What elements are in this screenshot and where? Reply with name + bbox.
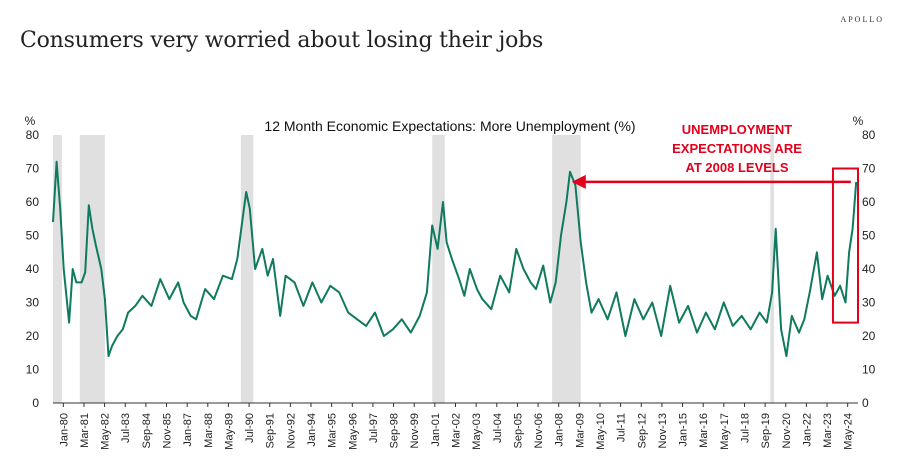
y-tick-left-40: 40 xyxy=(26,262,40,276)
y-tick-right-30: 30 xyxy=(862,296,876,310)
y-tick-left-80: 80 xyxy=(26,128,40,142)
x-tick-Mar-09: Mar-09 xyxy=(574,413,586,448)
x-tick-Mar-16: Mar-16 xyxy=(698,413,710,448)
y-tick-right-40: 40 xyxy=(862,262,876,276)
x-tick-Nov-99: Nov-99 xyxy=(409,413,421,448)
y-tick-left-20: 20 xyxy=(26,329,40,343)
x-tick-Jul-11: Jul-11 xyxy=(616,413,628,442)
x-tick-Mar-02: Mar-02 xyxy=(451,413,463,448)
x-tick-May-24: May-24 xyxy=(843,413,855,450)
y-tick-right-60: 60 xyxy=(862,195,876,209)
y-tick-left-70: 70 xyxy=(26,162,40,176)
y-axis-unit-right: % xyxy=(853,114,864,128)
series-line-0 xyxy=(52,160,858,358)
x-tick-Jan-08: Jan-08 xyxy=(554,413,566,447)
x-tick-May-10: May-10 xyxy=(595,413,607,450)
x-tick-Nov-20: Nov-20 xyxy=(781,413,793,448)
x-tick-Sep-84: Sep-84 xyxy=(141,413,153,448)
x-tick-Jan-22: Jan-22 xyxy=(801,413,813,447)
y-tick-left-10: 10 xyxy=(26,363,40,377)
x-tick-Sep-05: Sep-05 xyxy=(512,413,524,448)
x-tick-Mar-88: Mar-88 xyxy=(203,413,215,448)
x-tick-Mar-81: Mar-81 xyxy=(79,413,91,448)
x-tick-Mar-95: Mar-95 xyxy=(327,413,339,448)
x-tick-Nov-85: Nov-85 xyxy=(162,413,174,448)
x-tick-May-96: May-96 xyxy=(347,413,359,450)
annotation-line-2: EXPECTATIONS ARE xyxy=(672,141,802,156)
x-tick-May-03: May-03 xyxy=(471,413,483,450)
x-tick-Mar-23: Mar-23 xyxy=(822,413,834,448)
y-tick-right-10: 10 xyxy=(862,363,876,377)
x-tick-Nov-06: Nov-06 xyxy=(533,413,545,448)
brand-logo: APOLLO xyxy=(840,15,884,24)
recession-band-5 xyxy=(770,135,774,403)
annotation-arrow-head xyxy=(571,174,586,189)
annotation-highlight-box xyxy=(831,167,860,324)
x-tick-May-82: May-82 xyxy=(100,413,112,450)
y-tick-right-0: 0 xyxy=(862,396,869,410)
y-tick-labels: 0 0 10 10 20 20 30 30 40 40 50 50 60 60 70 70 80 80 xyxy=(26,128,876,410)
x-tick-Jul-04: Jul-04 xyxy=(492,413,504,443)
x-tick-Nov-92: Nov-92 xyxy=(285,413,297,448)
recession-band-3 xyxy=(432,135,445,403)
x-tick-Jul-83: Jul-83 xyxy=(120,413,132,443)
series-layer xyxy=(52,160,858,358)
recession-shading-layer xyxy=(53,135,774,403)
x-tick-Nov-13: Nov-13 xyxy=(657,413,669,448)
y-tick-left-50: 50 xyxy=(26,229,40,243)
x-tick-Jul-90: Jul-90 xyxy=(244,413,256,443)
y-axis-unit-left: % xyxy=(25,114,36,128)
y-tick-right-20: 20 xyxy=(862,329,876,343)
y-tick-left-30: 30 xyxy=(26,296,40,310)
x-tick-Sep-12: Sep-12 xyxy=(636,413,648,448)
annotation-line-3: AT 2008 LEVELS xyxy=(685,160,788,175)
x-tick-Jan-15: Jan-15 xyxy=(678,413,690,447)
y-tick-left-0: 0 xyxy=(32,396,39,410)
recession-band-2 xyxy=(240,135,254,403)
x-tick-Sep-91: Sep-91 xyxy=(265,413,277,448)
x-tick-Jan-87: Jan-87 xyxy=(182,413,194,447)
x-tick-Jan-94: Jan-94 xyxy=(306,413,318,447)
x-tick-Jul-97: Jul-97 xyxy=(368,413,380,443)
y-tick-right-50: 50 xyxy=(862,229,876,243)
x-tick-Sep-19: Sep-19 xyxy=(760,413,772,448)
y-tick-right-70: 70 xyxy=(862,162,876,176)
page-title: Consumers very worried about losing thei… xyxy=(20,28,544,53)
y-tick-left-60: 60 xyxy=(26,195,40,209)
x-tick-May-89: May-89 xyxy=(223,413,235,450)
x-tick-May-17: May-17 xyxy=(719,413,731,450)
annotation: UNEMPLOYMENT EXPECTATIONS ARE AT 2008 LE… xyxy=(571,122,860,324)
y-tick-right-80: 80 xyxy=(862,128,876,142)
x-tick-Jul-18: Jul-18 xyxy=(740,413,752,443)
x-tick-Jan-01: Jan-01 xyxy=(430,413,442,447)
x-tick-Jan-80: Jan-80 xyxy=(58,413,70,447)
x-tick-Sep-98: Sep-98 xyxy=(389,413,401,448)
chart-title: 12 Month Economic Expectations: More Une… xyxy=(264,118,635,134)
x-tick-labels: Jan-80 Mar-81 May-82 Jul-83 Sep-84 Nov-85 Jan-… xyxy=(58,403,855,450)
recession-band-0 xyxy=(53,135,62,403)
annotation-line-1: UNEMPLOYMENT xyxy=(682,122,793,137)
